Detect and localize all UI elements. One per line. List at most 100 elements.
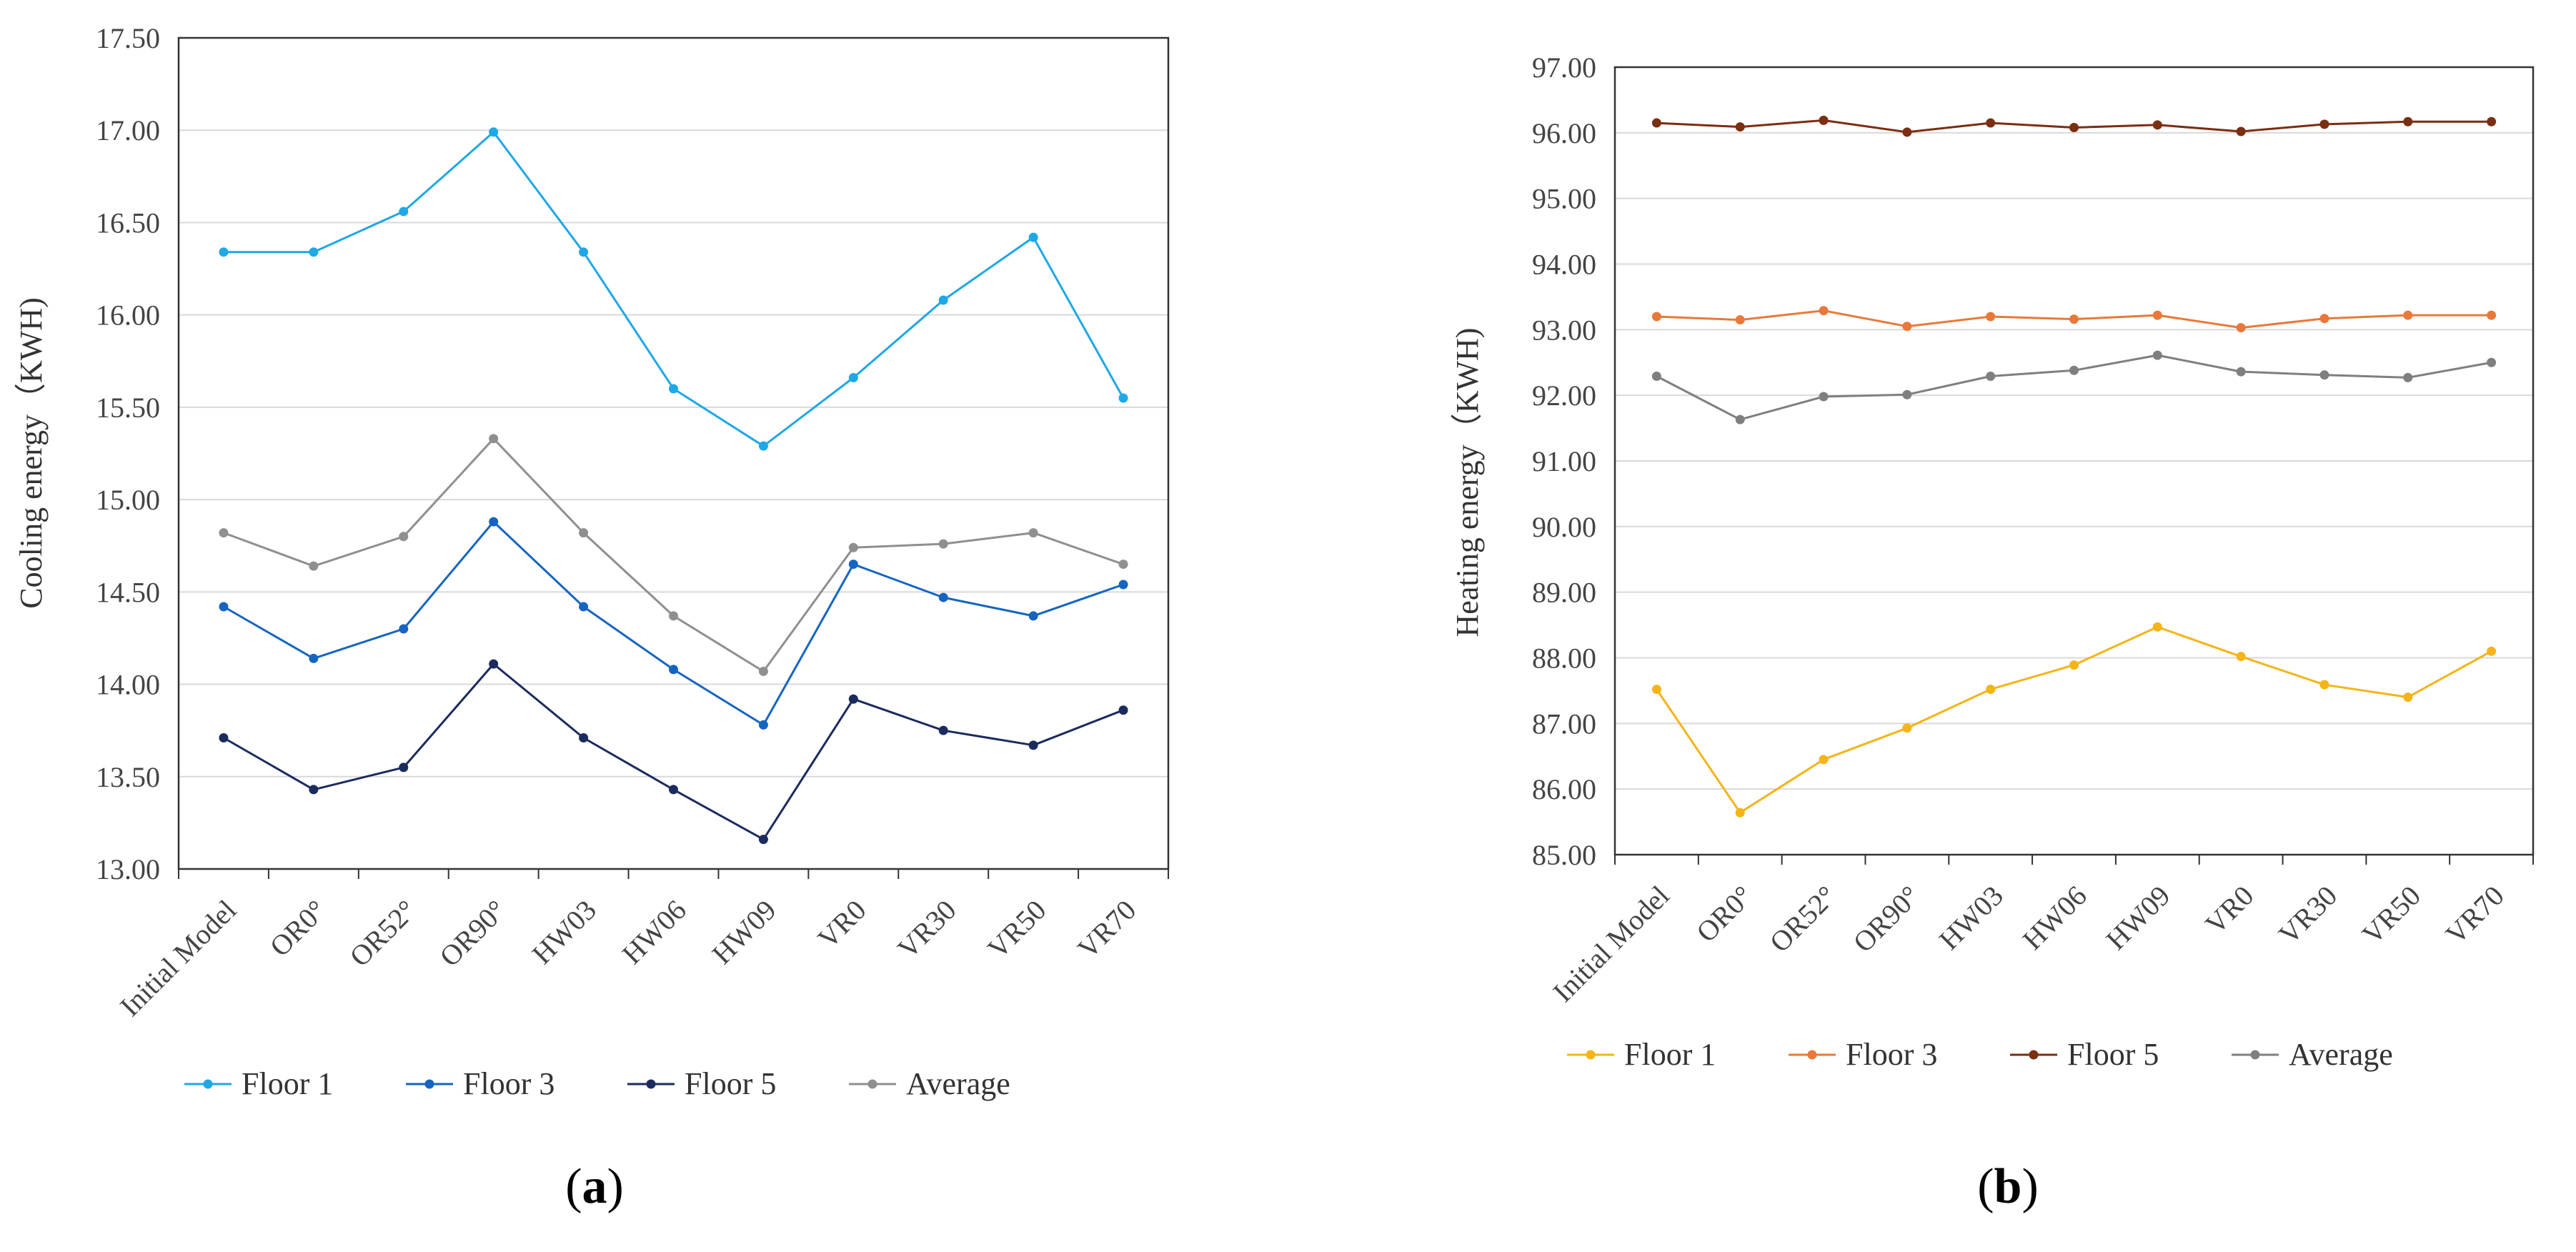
y-tick-label: 17.50 xyxy=(96,22,160,54)
x-tick-label: OR52° xyxy=(343,894,422,973)
x-tick-label: VR70 xyxy=(1071,894,1142,965)
x-tick-label: OR90° xyxy=(1847,880,1926,959)
legend-item-floor-3: Floor 3 xyxy=(406,1066,555,1101)
data-point-floor-1 xyxy=(309,247,319,257)
data-point-floor-5 xyxy=(2236,126,2246,136)
data-point-floor-1 xyxy=(1986,685,1996,695)
panel-label: (a) xyxy=(565,1159,624,1214)
data-point-floor-3 xyxy=(2069,314,2079,324)
data-point-floor-1 xyxy=(1735,808,1745,818)
data-point-floor-3 xyxy=(219,602,229,612)
x-tick-label: HW06 xyxy=(2016,880,2093,956)
y-tick-label: 13.50 xyxy=(96,761,160,793)
data-point-average xyxy=(399,532,409,542)
y-tick-label: 90.00 xyxy=(1532,511,1596,543)
data-point-floor-5 xyxy=(2487,116,2497,126)
data-point-average xyxy=(1118,560,1128,570)
data-point-floor-5 xyxy=(1028,740,1038,750)
legend-label: Floor 5 xyxy=(2067,1037,2159,1072)
x-tick-label: VR30 xyxy=(891,894,962,965)
y-tick-label: 87.00 xyxy=(1532,707,1596,740)
legend-item-floor-1: Floor 1 xyxy=(184,1066,333,1101)
data-point-average xyxy=(848,542,858,552)
data-point-floor-1 xyxy=(1902,723,1912,733)
data-point-average xyxy=(1819,392,1829,402)
data-point-floor-5 xyxy=(579,733,589,743)
x-tick-label: VR0 xyxy=(2199,880,2259,940)
series-line-average xyxy=(223,437,1124,672)
data-point-average xyxy=(1986,372,1996,382)
data-point-average xyxy=(758,666,768,676)
data-point-average xyxy=(2069,365,2079,375)
y-tick-label: 91.00 xyxy=(1532,445,1596,477)
y-tick-label: 88.00 xyxy=(1532,642,1596,675)
data-point-floor-1 xyxy=(2236,652,2246,662)
data-point-floor-5 xyxy=(848,694,858,704)
y-tick-label: 15.50 xyxy=(96,392,160,424)
y-tick-label: 96.00 xyxy=(1532,117,1596,149)
chart-panel-a: 13.00 13.50 14.00 14.50 15.00 15.50 16.00 16.50… xyxy=(14,22,1170,1214)
data-point-floor-1 xyxy=(1651,685,1661,695)
data-point-floor-1 xyxy=(669,384,678,394)
legend-item-floor-1: Floor 1 xyxy=(1567,1037,1716,1072)
y-tick-label: 95.00 xyxy=(1532,183,1596,215)
x-tick-label: OR90° xyxy=(433,894,512,973)
data-point-floor-5 xyxy=(309,785,319,795)
plot-frame xyxy=(177,36,1170,870)
legend-item-floor-5: Floor 5 xyxy=(2010,1037,2159,1072)
data-point-floor-5 xyxy=(758,835,768,845)
y-tick-label: 86.00 xyxy=(1532,773,1596,805)
data-point-floor-3 xyxy=(1819,306,1829,316)
data-point-floor-3 xyxy=(2487,310,2497,320)
y-tick-label: 14.50 xyxy=(96,576,160,608)
legend-swatch-marker xyxy=(1807,1050,1817,1060)
data-point-average xyxy=(579,528,589,538)
x-tick-label: HW03 xyxy=(1933,880,2009,956)
data-point-floor-5 xyxy=(1735,122,1745,132)
data-point-floor-5 xyxy=(399,762,409,772)
x-tick-label: VR50 xyxy=(2356,880,2427,950)
y-tick-label: 16.00 xyxy=(96,299,160,332)
legend-swatch-marker xyxy=(2029,1050,2039,1060)
data-point-floor-1 xyxy=(2319,680,2329,690)
data-point-floor-5 xyxy=(1118,705,1128,715)
data-point-floor-3 xyxy=(1651,312,1661,322)
data-point-average xyxy=(2236,367,2246,377)
data-point-floor-3 xyxy=(489,517,499,527)
series-line-floor-1 xyxy=(1656,625,2492,814)
data-point-floor-5 xyxy=(1819,115,1829,125)
data-point-floor-1 xyxy=(399,207,409,217)
data-point-floor-3 xyxy=(579,602,589,612)
x-tick-label: VR70 xyxy=(2440,880,2510,950)
y-tick-label: 16.50 xyxy=(96,207,160,239)
data-point-floor-1 xyxy=(938,295,948,305)
legend-item-floor-3: Floor 3 xyxy=(1789,1037,1937,1072)
series-line-floor-1 xyxy=(224,131,1125,447)
y-tick-label: 85.00 xyxy=(1532,839,1596,871)
legend-swatch-marker xyxy=(2250,1050,2260,1060)
data-point-floor-3 xyxy=(2152,310,2162,320)
data-point-average xyxy=(2487,357,2497,367)
data-point-floor-3 xyxy=(1902,322,1912,332)
plot-frame xyxy=(1613,66,2535,856)
data-point-floor-1 xyxy=(848,373,858,383)
data-point-floor-1 xyxy=(489,127,499,137)
data-point-average xyxy=(1651,372,1661,382)
data-point-average xyxy=(489,434,499,444)
x-tick-label: HW06 xyxy=(616,894,692,970)
x-tick-label: OR0° xyxy=(1690,880,1759,949)
data-point-floor-3 xyxy=(1986,312,1996,322)
data-point-average xyxy=(309,561,319,571)
data-point-floor-1 xyxy=(758,441,768,451)
data-point-floor-5 xyxy=(219,733,229,743)
legend-label: Average xyxy=(2289,1037,2393,1072)
x-tick-label: VR30 xyxy=(2272,880,2343,950)
data-point-average xyxy=(1028,528,1038,538)
data-point-average xyxy=(1902,389,1912,399)
legend-label: Floor 3 xyxy=(463,1066,555,1101)
x-tick-label: Initial Model xyxy=(1546,880,1675,1008)
data-point-floor-1 xyxy=(2487,646,2497,656)
data-point-floor-5 xyxy=(2403,116,2413,126)
data-point-floor-1 xyxy=(2403,692,2413,702)
